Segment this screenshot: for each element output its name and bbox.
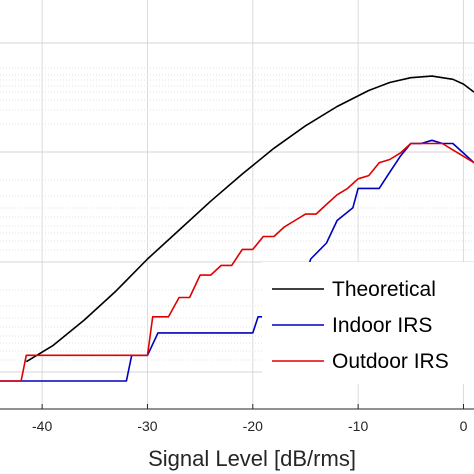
series-line-theoretical: [25, 75, 474, 363]
x-tick-label: -10: [348, 418, 368, 434]
series-lines: [0, 75, 474, 382]
x-axis-label: Signal Level [dB/rms]: [148, 446, 356, 471]
x-tick-label: -30: [137, 418, 157, 434]
legend-label-outdoor-irs: Outdoor IRS: [332, 350, 449, 373]
x-tick-label: -20: [243, 418, 263, 434]
legend-label-theoretical: Theoretical: [332, 278, 436, 301]
legend-label-indoor-irs: Indoor IRS: [332, 314, 432, 337]
grid: [0, 0, 474, 409]
legend: Theoretical Indoor IRS Outdoor IRS: [262, 262, 474, 384]
x-tick-labels: -40 -30 -20 -10 0: [32, 418, 468, 434]
legend-box: [262, 262, 474, 384]
x-tick-label: 0: [460, 418, 468, 434]
axes: [0, 404, 474, 410]
x-tick-label: -40: [32, 418, 52, 434]
series-line-outdoor-irs: [0, 142, 474, 382]
